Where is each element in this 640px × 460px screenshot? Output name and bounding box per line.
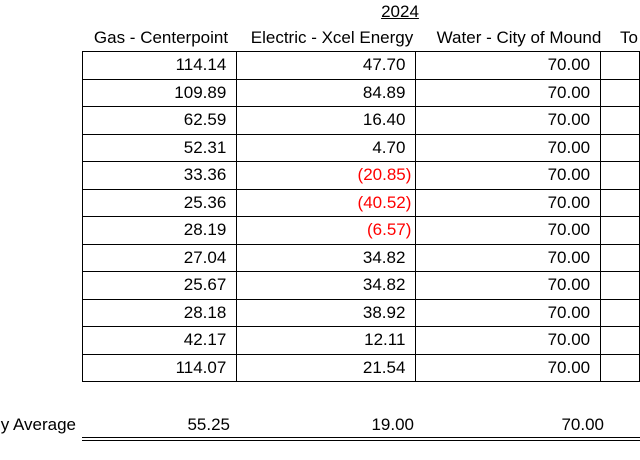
column-header-gas[interactable]: Gas - Centerpoint <box>93 28 229 47</box>
total-cell[interactable] <box>600 326 640 355</box>
table-body: 114.14 47.70 70.00 109.89 84.89 70.00 62.59 16.… <box>81 51 640 382</box>
total-cell[interactable] <box>600 243 640 272</box>
gas-cell[interactable]: 25.67 <box>81 271 238 300</box>
electric-cell[interactable]: 34.82 <box>236 271 417 300</box>
total-cell[interactable] <box>600 271 640 300</box>
gas-cell[interactable]: 28.18 <box>81 298 238 327</box>
electric-cell[interactable]: 12.11 <box>236 326 417 355</box>
table-row: 52.31 4.70 70.00 <box>81 133 640 162</box>
electric-cell[interactable]: 4.70 <box>236 133 417 162</box>
water-cell[interactable]: 70.00 <box>415 161 602 190</box>
year-heading[interactable]: 2024 <box>381 2 419 21</box>
table-row: 25.36 (40.52) 70.00 <box>81 188 640 217</box>
gas-cell[interactable]: 42.17 <box>81 326 238 355</box>
electric-cell[interactable]: 84.89 <box>236 78 417 107</box>
water-cell[interactable]: 70.00 <box>415 271 602 300</box>
average-water-cell[interactable]: 70.00 <box>561 415 604 434</box>
total-cell[interactable] <box>600 78 640 107</box>
gas-cell[interactable]: 114.07 <box>81 353 238 382</box>
total-cell[interactable] <box>600 353 640 382</box>
table-row: 109.89 84.89 70.00 <box>81 78 640 107</box>
electric-cell[interactable]: 47.70 <box>236 51 417 80</box>
table-row: 28.18 38.92 70.00 <box>81 298 640 327</box>
total-cell[interactable] <box>600 133 640 162</box>
water-cell[interactable]: 70.00 <box>415 78 602 107</box>
table-row: 33.36 (20.85) 70.00 <box>81 161 640 190</box>
electric-cell[interactable]: (20.85) <box>236 161 417 190</box>
gas-cell[interactable]: 62.59 <box>81 106 238 135</box>
gas-cell[interactable]: 27.04 <box>81 243 238 272</box>
table-row: 42.17 12.11 70.00 <box>81 326 640 355</box>
gas-cell[interactable]: 28.19 <box>81 216 238 245</box>
water-cell[interactable]: 70.00 <box>415 216 602 245</box>
electric-cell[interactable]: (40.52) <box>236 188 417 217</box>
column-header-electric[interactable]: Electric - Xcel Energy <box>250 28 414 47</box>
column-header-water[interactable]: Water - City of Mound <box>436 28 602 47</box>
column-header-total[interactable]: To <box>620 28 638 47</box>
gas-cell[interactable]: 109.89 <box>81 78 238 107</box>
utility-cost-table: 114.14 47.70 70.00 109.89 84.89 70.00 62.59 16.… <box>81 51 640 382</box>
water-cell[interactable]: 70.00 <box>415 188 602 217</box>
table-row: 25.67 34.82 70.00 <box>81 271 640 300</box>
water-cell[interactable]: 70.00 <box>415 51 602 80</box>
gas-cell[interactable]: 25.36 <box>81 188 238 217</box>
electric-cell[interactable]: 21.54 <box>236 353 417 382</box>
double-underline-top <box>82 437 640 438</box>
double-underline-bottom <box>82 440 640 441</box>
gas-cell[interactable]: 33.36 <box>81 161 238 190</box>
average-electric-cell[interactable]: 19.00 <box>371 415 414 434</box>
water-cell[interactable]: 70.00 <box>415 243 602 272</box>
gas-cell[interactable]: 114.14 <box>81 51 238 80</box>
table-row: 114.14 47.70 70.00 <box>81 51 640 80</box>
table-row: 28.19 (6.57) 70.00 <box>81 216 640 245</box>
water-cell[interactable]: 70.00 <box>415 106 602 135</box>
electric-cell[interactable]: 38.92 <box>236 298 417 327</box>
electric-cell[interactable]: (6.57) <box>236 216 417 245</box>
electric-cell[interactable]: 16.40 <box>236 106 417 135</box>
water-cell[interactable]: 70.00 <box>415 298 602 327</box>
gas-cell[interactable]: 52.31 <box>81 133 238 162</box>
total-cell[interactable] <box>600 298 640 327</box>
average-gas-cell[interactable]: 55.25 <box>187 415 230 434</box>
table-row: 27.04 34.82 70.00 <box>81 243 640 272</box>
average-label[interactable]: y Average <box>0 415 76 434</box>
total-cell[interactable] <box>600 216 640 245</box>
electric-cell[interactable]: 34.82 <box>236 243 417 272</box>
total-cell[interactable] <box>600 51 640 80</box>
total-cell[interactable] <box>600 188 640 217</box>
water-cell[interactable]: 70.00 <box>415 326 602 355</box>
table-row: 114.07 21.54 70.00 <box>81 353 640 382</box>
water-cell[interactable]: 70.00 <box>415 133 602 162</box>
total-cell[interactable] <box>600 161 640 190</box>
table-row: 62.59 16.40 70.00 <box>81 106 640 135</box>
total-cell[interactable] <box>600 106 640 135</box>
water-cell[interactable]: 70.00 <box>415 353 602 382</box>
